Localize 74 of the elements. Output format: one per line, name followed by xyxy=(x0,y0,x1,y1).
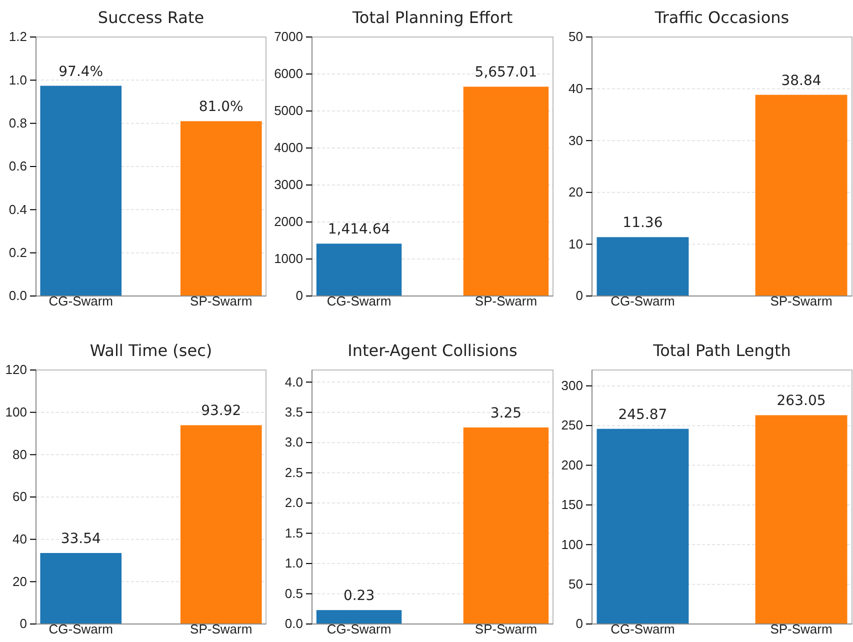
y-tick-label: 60 xyxy=(12,489,27,504)
y-tick-label: 0 xyxy=(296,288,303,304)
y-tick-label: 2.5 xyxy=(284,464,303,480)
y-tick-label: 3000 xyxy=(274,177,303,192)
y-tick-label: 0 xyxy=(576,288,583,304)
data-label: 81.0% xyxy=(198,99,244,116)
data-label: 93.92 xyxy=(201,403,242,420)
y-tick-label: 2.0 xyxy=(284,495,303,510)
x-tick-label: SP-Swarm xyxy=(190,622,252,636)
x-tick-label: SP-Swarm xyxy=(474,294,538,308)
y-tick-label: 0.0 xyxy=(8,288,27,304)
y-tick-label: 50 xyxy=(568,29,583,44)
x-tick-label: SP-Swarm xyxy=(770,294,832,308)
y-tick-label: 1.5 xyxy=(284,525,303,540)
data-label: 33.54 xyxy=(60,531,102,548)
y-tick-label: 4.0 xyxy=(284,374,303,390)
y-tick-label: 50 xyxy=(568,576,583,592)
data-label: 11.36 xyxy=(622,215,663,232)
y-tick-label: 80 xyxy=(12,446,27,462)
y-tick-label: 5000 xyxy=(274,103,303,118)
y-tick-label: 1.2 xyxy=(8,29,27,44)
chart-title: Total Path Length xyxy=(652,341,791,360)
y-tick-label: 40 xyxy=(568,80,583,96)
y-tick-label: 1000 xyxy=(274,251,303,266)
data-label: 5,657.01 xyxy=(474,64,538,81)
chart-title: Total Planning Effort xyxy=(351,8,513,27)
data-label: 3.25 xyxy=(490,405,522,422)
y-tick-label: 10 xyxy=(568,236,583,252)
x-tick-label: SP-Swarm xyxy=(190,294,252,308)
y-tick-label: 40 xyxy=(12,531,27,546)
x-tick-label: CG-Swarm xyxy=(326,622,392,636)
chart-title: Wall Time (sec) xyxy=(90,341,212,360)
y-tick-label: 0.5 xyxy=(284,586,303,601)
y-tick-label: 3.0 xyxy=(284,434,303,450)
y-tick-label: 0.6 xyxy=(8,158,27,174)
y-tick-label: 0.2 xyxy=(8,244,27,260)
chart-title: Traffic Occasions xyxy=(654,8,790,27)
y-tick-label: 120 xyxy=(5,362,27,378)
data-label: 1,414.64 xyxy=(328,222,390,238)
data-label: 97.4% xyxy=(58,64,104,80)
y-tick-label: 1.0 xyxy=(284,556,303,571)
y-tick-label: 6000 xyxy=(274,66,303,82)
y-tick-label: 250 xyxy=(561,418,583,433)
data-label: 263.05 xyxy=(776,393,826,410)
data-label: 245.87 xyxy=(618,406,668,423)
y-tick-label: 300 xyxy=(561,378,583,394)
y-tick-label: 0.8 xyxy=(8,115,27,130)
data-label: 0.23 xyxy=(343,588,375,604)
y-tick-label: 30 xyxy=(568,132,583,148)
x-tick-label: SP-Swarm xyxy=(474,622,538,636)
y-tick-label: 0.4 xyxy=(8,202,27,217)
x-tick-label: CG-Swarm xyxy=(48,294,114,308)
y-tick-label: 1.0 xyxy=(8,72,27,88)
y-tick-label: 0.0 xyxy=(284,616,303,632)
data-label: 38.84 xyxy=(781,72,822,89)
y-tick-label: 0 xyxy=(20,616,27,632)
y-tick-label: 2000 xyxy=(274,214,303,230)
y-tick-label: 20 xyxy=(12,574,27,589)
y-tick-label: 7000 xyxy=(274,29,303,44)
x-tick-label: CG-Swarm xyxy=(610,294,675,308)
y-tick-label: 100 xyxy=(5,404,27,420)
chart-title: Success Rate xyxy=(98,8,204,27)
y-tick-label: 100 xyxy=(561,536,583,552)
y-tick-label: 200 xyxy=(561,457,583,472)
x-tick-label: SP-Swarm xyxy=(770,622,832,636)
y-tick-label: 3.5 xyxy=(284,404,303,420)
y-tick-label: 150 xyxy=(561,497,583,512)
y-tick-label: 0 xyxy=(576,616,583,632)
x-tick-label: CG-Swarm xyxy=(48,622,114,636)
x-tick-label: CG-Swarm xyxy=(326,294,392,308)
y-tick-label: 4000 xyxy=(274,140,303,156)
x-tick-label: CG-Swarm xyxy=(610,622,675,636)
chart-title: Inter-Agent Collisions xyxy=(348,341,518,360)
y-tick-label: 20 xyxy=(568,184,583,200)
